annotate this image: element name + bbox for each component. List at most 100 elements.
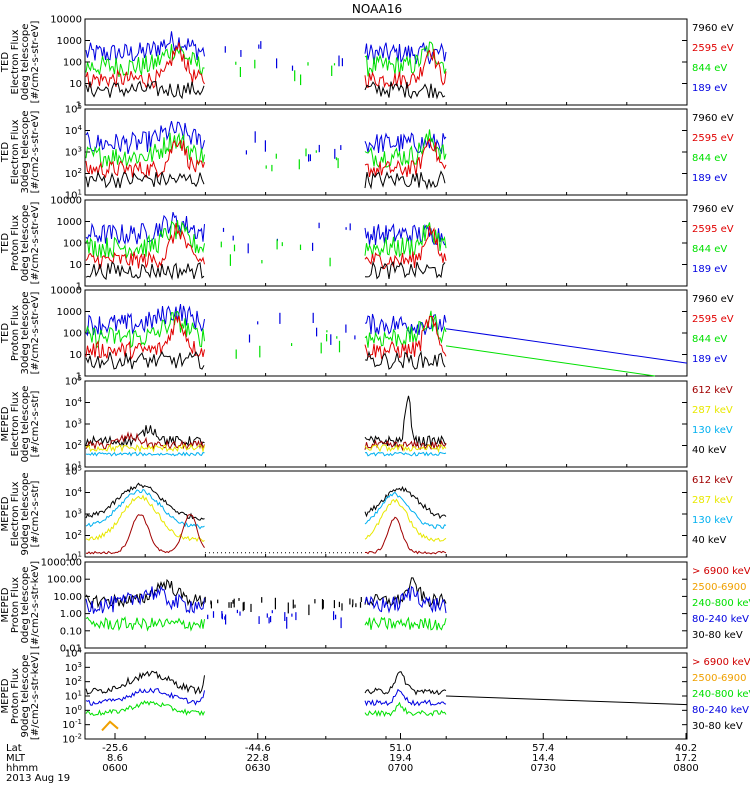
legend-entry: 612 keV: [692, 385, 733, 396]
x-tick-lat: 40.2: [675, 743, 697, 754]
series-traces: [85, 395, 447, 457]
green-series-seg-0: [85, 616, 205, 632]
blue-series-seg-0: [85, 31, 205, 62]
darkred-series-seg-0: [85, 514, 205, 555]
y-tick-label: 1.00: [60, 609, 82, 620]
x-row-label: hhmm: [6, 763, 38, 774]
legend-entry: 2500-6900: [692, 673, 747, 684]
black-series-seg-0: [85, 80, 205, 100]
y-tick-label: 1000.00: [41, 558, 82, 569]
x-tick-lat: -44.6: [245, 743, 271, 754]
legend-entry: 240-800 keV: [692, 689, 750, 700]
y-axis-label-line: Proton Flux: [10, 215, 21, 271]
y-axis-label-line: 90deg telescope: [20, 472, 31, 555]
legend-entry: 844 eV: [692, 244, 727, 255]
green-series-seg-0: [85, 220, 205, 260]
y-axis-label-line: TED: [0, 323, 11, 344]
blue-series-seg-1: [364, 585, 447, 614]
y-axis-label-line: TED: [0, 52, 11, 73]
y-axis-label-line: Proton Flux: [10, 668, 21, 724]
legend-entry: > 6900 keV: [692, 566, 750, 577]
red-series-seg-1: [364, 225, 447, 270]
y-axis-label-line: [#/cm2-s-str-eV]: [30, 111, 41, 194]
y-tick-label: 0.10: [60, 626, 82, 637]
blue-series-seg-0: [85, 120, 205, 155]
black-series-seg-0: [85, 482, 205, 521]
legend-entry: 240-800 keV: [692, 598, 750, 609]
y-axis-label-line: 30deg telescope: [20, 110, 31, 193]
black-series-seg-0: [85, 670, 205, 695]
y-tick-label: 103: [65, 146, 82, 159]
y-axis-label: MEPEDElectron Flux90deg telescope[#/cm2-…: [0, 472, 41, 555]
legend-entry: 2595 eV: [692, 224, 734, 235]
black-series-seg-1: [364, 577, 447, 608]
legend-entry: > 6900 keV: [692, 657, 750, 668]
legend-entry: 40 keV: [692, 445, 726, 456]
y-axis-label-line: TED: [0, 142, 11, 163]
y-tick-label: 102: [65, 167, 82, 180]
y-axis-label-line: TED: [0, 233, 11, 254]
yellow-series-seg-0: [85, 494, 205, 543]
green-interp-line: [445, 345, 656, 377]
y-axis-label-line: Electron Flux: [10, 29, 21, 94]
y-axis-label-line: MEPED: [0, 587, 11, 622]
y-tick-label: 101: [65, 189, 82, 202]
cyan-series-seg-1: [364, 491, 447, 530]
y-axis-label-line: 90deg telescope: [20, 654, 31, 737]
x-tick-mlt: 22.8: [247, 753, 269, 764]
legend-entry: 287 keV: [692, 495, 733, 506]
green-series-seg-1: [364, 41, 447, 77]
darkred-series-seg-0: [85, 431, 205, 451]
x-row-label: Lat: [6, 743, 22, 754]
y-tick-label: 1: [76, 101, 82, 112]
y-axis-label-line: [#/cm2-s-str-eV]: [30, 21, 41, 104]
green-series-seg-1: [364, 616, 447, 631]
legend-entry: 844 eV: [692, 334, 727, 345]
black-series-seg-1: [364, 671, 447, 696]
y-tick-label: 105: [65, 375, 82, 388]
y-tick-label: 100.00: [47, 575, 82, 586]
panel-2: 101 102 103 104 105 TEDElectron Flux30deg tel…: [0, 103, 734, 202]
y-tick-label: 10-1: [62, 718, 82, 731]
y-axis-label-line: 0deg telescope: [20, 24, 31, 101]
black-series-seg-0: [85, 425, 205, 448]
y-axis-label: TEDProton Flux30deg telescope[#/cm2-s-st…: [0, 291, 41, 374]
panel-4: 1 10 100 1000 10000 TEDProton Flux30deg teles…: [0, 286, 734, 383]
x-tick-hhmm: 0800: [673, 763, 698, 774]
black-series-seg-1: [364, 485, 447, 520]
y-axis-label-line: 30deg telescope: [20, 291, 31, 374]
y-tick-label: 10-2: [62, 733, 82, 746]
x-tick-mlt: 8.6: [107, 753, 123, 764]
y-axis-label-line: MEPED: [0, 678, 11, 713]
cyan-series-seg-1: [364, 451, 447, 457]
y-axis-label-line: Electron Flux: [10, 481, 21, 546]
y-tick-label: 1000: [57, 217, 82, 228]
y-axis-label-line: [#/cm2-s-str-eV]: [30, 202, 41, 285]
panel-5: 101 102 103 104 105 MEPEDElectron Flux0deg te…: [0, 375, 733, 474]
y-axis-label-line: Proton Flux: [10, 577, 21, 633]
legend-entry: 30-80 keV: [692, 630, 743, 641]
y-axis-label-line: 0deg telescope: [20, 567, 31, 644]
series-traces: [85, 31, 447, 100]
y-tick-label: 10: [69, 260, 82, 271]
y-tick-label: 1: [76, 372, 82, 383]
series-traces: [85, 120, 447, 191]
blue-series-seg-0: [85, 585, 205, 614]
panel-1: 1 10 100 1000 10000 TEDElectron Flux0deg tele…: [0, 15, 734, 112]
x-tick-hhmm: 0600: [102, 763, 127, 774]
blue-series-seg-1: [364, 223, 447, 246]
legend-entry: 2500-6900: [692, 582, 747, 593]
x-tick-lat: 57.4: [532, 743, 554, 754]
panel-frame: [84, 199, 688, 287]
panel-frame: [84, 470, 688, 558]
legend-entry: 287 keV: [692, 405, 733, 416]
date-label: 2013 Aug 19: [6, 773, 70, 784]
y-tick-label: 102: [65, 439, 82, 452]
legend-entry: 189 eV: [692, 83, 727, 94]
y-tick-label: 10.00: [53, 592, 82, 603]
blue-series-seg-0: [85, 211, 205, 246]
legend-entry: 80-240 keV: [692, 705, 749, 716]
green-series-seg-1: [364, 129, 447, 168]
